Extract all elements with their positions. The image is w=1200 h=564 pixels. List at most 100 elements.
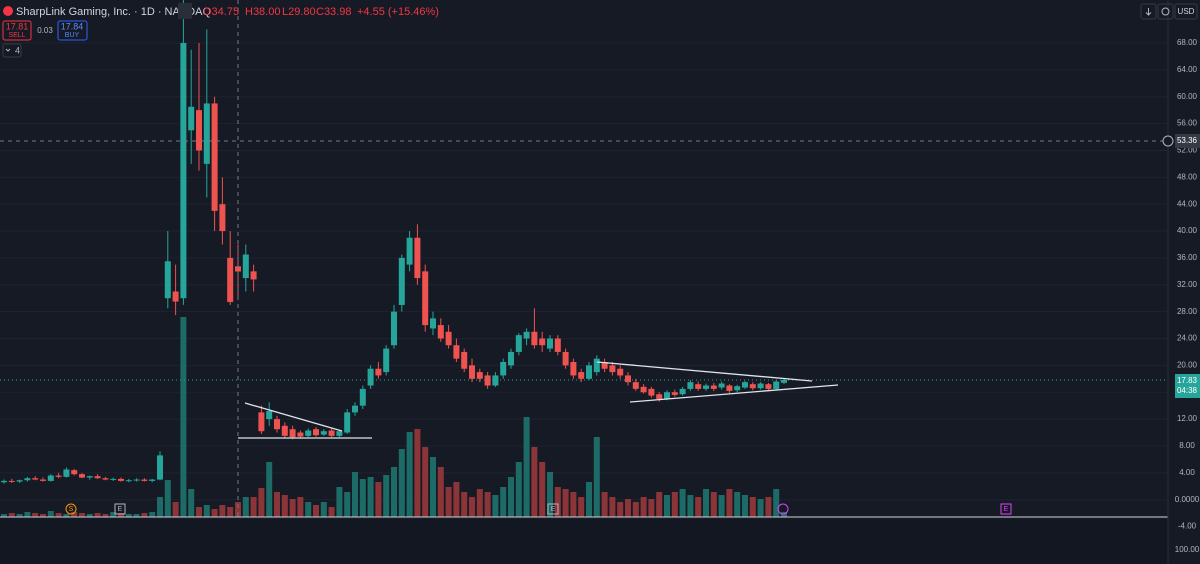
candle-body bbox=[352, 405, 358, 413]
currency-button[interactable] bbox=[1174, 3, 1198, 20]
volume-bar bbox=[742, 495, 748, 517]
refresh-icon bbox=[1161, 7, 1170, 16]
candle-body bbox=[102, 478, 109, 480]
volume-bar bbox=[55, 513, 62, 517]
volume-bar bbox=[625, 499, 631, 517]
candle-body bbox=[149, 479, 156, 481]
lower-pane-label: 100.00 bbox=[1175, 545, 1200, 554]
candle-body bbox=[781, 379, 787, 383]
candle-body bbox=[359, 388, 366, 406]
volume-bar bbox=[749, 497, 756, 517]
volume-bar bbox=[765, 497, 772, 517]
candle-body bbox=[484, 375, 491, 386]
dividend-marker[interactable] bbox=[777, 503, 789, 515]
candle-body bbox=[609, 365, 616, 373]
candle-body bbox=[211, 103, 218, 211]
candle-body bbox=[445, 331, 452, 346]
candle-body bbox=[531, 331, 538, 346]
volume-bar bbox=[445, 487, 452, 517]
candle-body bbox=[554, 338, 561, 352]
candle-body bbox=[757, 383, 764, 389]
eye-icon[interactable] bbox=[178, 3, 192, 19]
candle-body bbox=[266, 411, 273, 420]
buy-price: 17.84 bbox=[61, 21, 84, 31]
candle-body bbox=[383, 348, 390, 373]
candle-body bbox=[398, 257, 405, 305]
volume-bar bbox=[586, 482, 592, 517]
candle-body bbox=[671, 392, 678, 395]
candle-body bbox=[430, 318, 436, 329]
y-tick-label: 20.00 bbox=[1177, 360, 1198, 369]
spread: 0.03 bbox=[37, 26, 53, 35]
event-label: E bbox=[551, 506, 556, 513]
volume-bar bbox=[601, 492, 608, 517]
candle-body bbox=[664, 392, 670, 399]
download-button[interactable] bbox=[1140, 3, 1157, 20]
candle-body bbox=[625, 375, 631, 383]
open: O34.75 bbox=[203, 6, 239, 18]
high: H38.00 bbox=[245, 6, 280, 18]
volume-bar bbox=[219, 505, 226, 517]
countdown: 04:38 bbox=[1177, 386, 1198, 395]
candle-body bbox=[469, 365, 475, 379]
indicators-toggle[interactable] bbox=[2, 43, 22, 58]
candle-body bbox=[718, 383, 725, 388]
candle-body bbox=[391, 311, 397, 346]
candle-body bbox=[523, 331, 530, 339]
y-tick-label: 24.00 bbox=[1177, 334, 1198, 343]
candle-body bbox=[593, 358, 600, 373]
buy-button[interactable] bbox=[57, 20, 88, 41]
candle-body bbox=[32, 478, 39, 480]
chevron bbox=[5, 48, 11, 52]
event-label: S bbox=[69, 506, 74, 513]
volume-bar bbox=[367, 477, 374, 517]
volume-bar bbox=[211, 509, 218, 517]
volume-bar bbox=[679, 489, 686, 517]
volume-bar bbox=[640, 497, 647, 517]
candle-body bbox=[55, 475, 62, 477]
candle-body bbox=[547, 338, 553, 349]
volume-bar bbox=[24, 512, 31, 517]
volume-bar bbox=[430, 457, 436, 517]
split-marker[interactable] bbox=[65, 503, 77, 515]
volume-bar bbox=[94, 513, 101, 517]
volume-bar bbox=[671, 492, 678, 517]
volume-bar bbox=[274, 492, 280, 517]
candle-body bbox=[539, 338, 546, 346]
candle-body bbox=[79, 474, 85, 478]
lower-pane bbox=[0, 519, 1168, 564]
volume-bar bbox=[164, 480, 171, 517]
volume-bar bbox=[196, 507, 202, 517]
volume-bar bbox=[453, 482, 460, 517]
candle-body bbox=[648, 388, 655, 396]
earnings-marker[interactable] bbox=[1000, 503, 1012, 515]
candle-body bbox=[274, 419, 280, 430]
volume-bar bbox=[149, 512, 156, 517]
volume-bar bbox=[414, 429, 421, 517]
close: C33.98 bbox=[316, 6, 351, 18]
candle-body bbox=[24, 478, 31, 481]
volume-bar bbox=[172, 502, 179, 517]
volume-bar bbox=[391, 467, 397, 517]
buy-label: BUY bbox=[65, 32, 80, 39]
volume-bar bbox=[320, 502, 327, 517]
volume-bar bbox=[180, 317, 187, 517]
candle-body bbox=[437, 325, 444, 339]
symbol: SharpLink Gaming, Inc. · 1D · NASDAQ bbox=[16, 6, 211, 18]
download-icon bbox=[1145, 8, 1152, 16]
candle-body bbox=[297, 432, 304, 437]
candle-body bbox=[734, 386, 741, 391]
refresh-button[interactable] bbox=[1157, 3, 1174, 20]
volume-bar bbox=[375, 482, 382, 517]
candle-body bbox=[227, 257, 234, 303]
earnings-marker[interactable] bbox=[114, 503, 126, 515]
add-alert[interactable] bbox=[1162, 135, 1174, 147]
earnings-marker[interactable] bbox=[547, 503, 559, 515]
sell-button[interactable] bbox=[2, 20, 32, 41]
volume-bar bbox=[250, 497, 257, 517]
volume-bar bbox=[406, 432, 413, 517]
volume-bar bbox=[726, 489, 733, 517]
candle-body bbox=[133, 479, 140, 481]
volume-bar bbox=[71, 512, 78, 517]
